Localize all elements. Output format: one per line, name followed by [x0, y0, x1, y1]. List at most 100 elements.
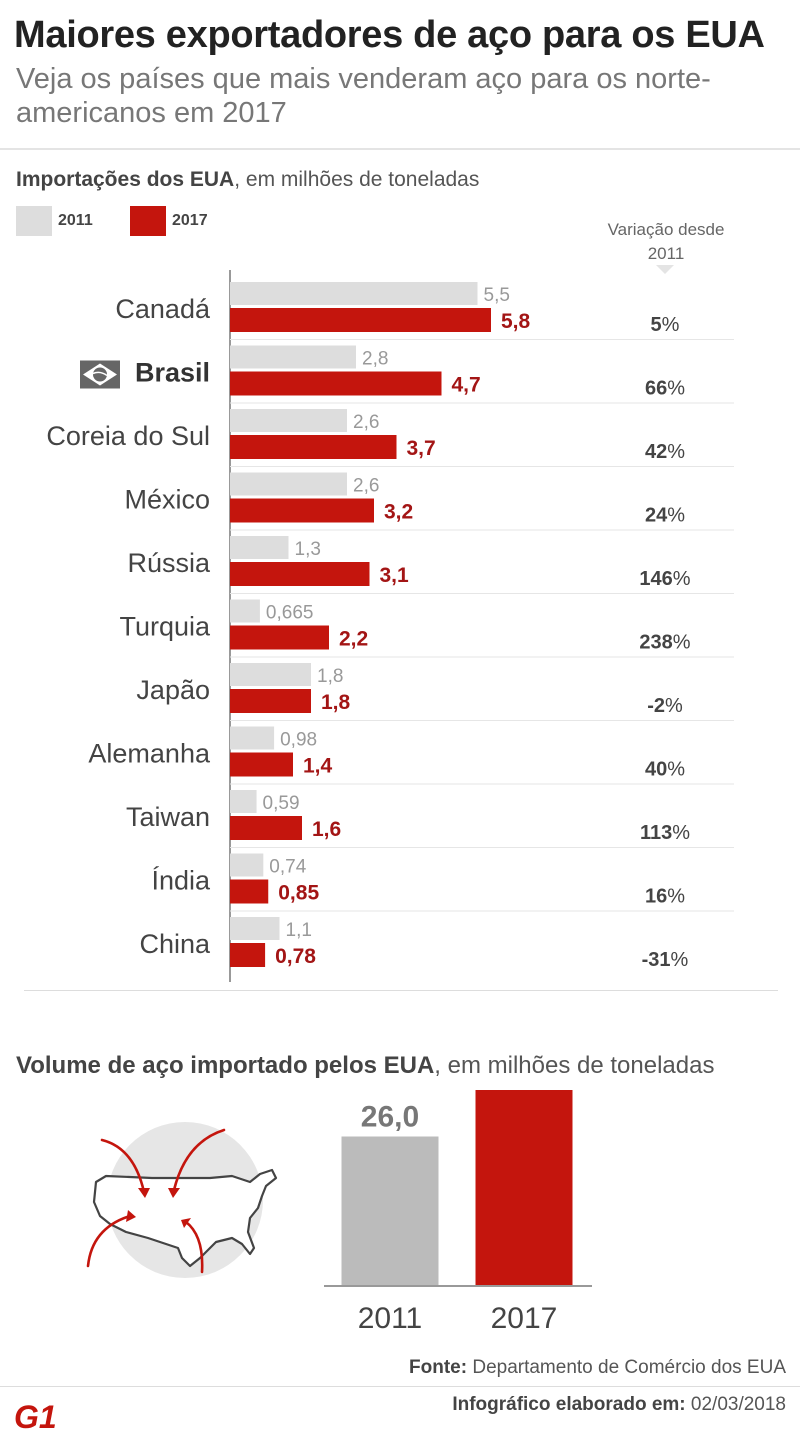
bar-2011-taiwan — [230, 790, 257, 813]
country-taiwan: Taiwan — [126, 802, 210, 832]
variation-alemanha: 40% — [645, 759, 685, 781]
g1-logo-text: G1 — [14, 1400, 57, 1432]
country-russia: Rússia — [127, 548, 211, 578]
legend-label-2017: 2017 — [172, 212, 208, 229]
bar-2017-turquia — [230, 625, 329, 650]
label-2017-india: 0,85 — [278, 882, 319, 905]
bar-2011-brasil — [230, 345, 356, 369]
label-2011-japao: 1,8 — [317, 666, 343, 687]
bar-2011-mexico — [230, 472, 347, 496]
volume-year-2017: 2017 — [491, 1302, 558, 1335]
section1-title-bold: Importações dos EUA — [16, 168, 235, 191]
variation-coreia-do-sul: 42% — [645, 441, 685, 463]
legend-item-2017: 2017 — [130, 206, 208, 236]
volume-bar-chart: 26,0201135,92017 — [324, 1090, 592, 1335]
row-japao: 1,8 1,8 Japão -2% — [136, 663, 734, 721]
label-2017-russia: 3,1 — [380, 564, 410, 587]
variation-brasil: 66% — [645, 378, 685, 400]
bar-2017-china — [230, 943, 266, 967]
label-2011-turquia: 0,665 — [266, 603, 314, 624]
volume-bar-2011 — [341, 1136, 439, 1286]
bar-2011-japao — [230, 663, 311, 686]
label-2017-taiwan: 1,6 — [312, 818, 341, 841]
volume-year-2011: 2011 — [358, 1302, 423, 1335]
usa-outline — [92, 1168, 278, 1268]
section2-title: Volume de aço importado pelos EUA, em mi… — [16, 1052, 714, 1080]
label-2017-canada: 5,8 — [501, 310, 531, 333]
credit-note: Infográfico elaborado em: 02/03/2018 — [452, 1394, 786, 1416]
bar-2011-china — [230, 917, 280, 940]
label-2011-canada: 5,5 — [484, 285, 510, 306]
legend-item-2011: 2011 — [16, 206, 93, 236]
variation-japao: -2% — [647, 695, 683, 717]
country-coreia-do-sul: Coreia do Sul — [46, 421, 210, 451]
brazil-flag-icon — [80, 360, 120, 389]
label-2017-coreia-do-sul: 3,7 — [407, 437, 436, 460]
bar-2017-india — [230, 879, 269, 904]
bar-2017-russia — [230, 562, 370, 586]
source-note: Fonte: Departamento de Comércio dos EUA — [409, 1357, 786, 1379]
variation-china: -31% — [642, 949, 689, 971]
variation-header: Variação desde 2011 — [607, 220, 725, 263]
label-2011-alemanha: 0,98 — [280, 730, 317, 751]
row-mexico: 2,63,2 México 24% — [124, 472, 734, 531]
label-2017-brasil: 4,7 — [452, 374, 481, 397]
page-title: Maiores exportadores de aço para os EUA — [14, 14, 765, 56]
g1-logo: G1 — [14, 1400, 57, 1432]
label-2011-china: 1,1 — [286, 920, 312, 941]
source-label: Fonte: — [409, 1357, 468, 1378]
bar-2011-turquia — [230, 599, 260, 623]
row-taiwan: 0,59 1,6 Taiwan 113% — [126, 790, 734, 848]
variation-turquia: 238% — [639, 632, 690, 654]
country-mexico: México — [124, 485, 210, 515]
variation-header-pointer — [656, 265, 674, 274]
bar-2017-alemanha — [230, 752, 293, 777]
country-china: China — [139, 929, 211, 959]
country-brasil: Brasil — [135, 358, 210, 388]
country-turquia: Turquia — [119, 612, 211, 642]
divider — [24, 990, 778, 991]
country-india: Índia — [151, 866, 211, 896]
row-coreia-do-sul: 2,6 3,7 Coreia do Sul 42% — [46, 409, 734, 467]
label-2017-china: 0,78 — [275, 945, 316, 968]
bar-2017-mexico — [230, 498, 374, 523]
legend-swatch-2011 — [16, 206, 52, 236]
section2-title-rest: , em milhões de toneladas — [434, 1052, 715, 1079]
divider — [0, 148, 800, 150]
country-canada: Canadá — [115, 294, 211, 324]
label-2011-mexico: 2,6 — [353, 476, 379, 497]
bar-2011-russia — [230, 536, 289, 559]
bar-2011-alemanha — [230, 726, 275, 750]
variation-canada: 5% — [651, 314, 680, 336]
row-alemanha: 0,98 1,4 Alemanha 40% — [88, 726, 734, 785]
import-arrows — [86, 1128, 226, 1274]
divider — [0, 1386, 800, 1387]
label-2017-mexico: 3,2 — [384, 501, 413, 524]
volume-bar-2017 — [475, 1090, 573, 1286]
legend-label-2011: 2011 — [58, 212, 93, 229]
usa-map-arrows-icon — [86, 1122, 278, 1278]
bar-2011-coreia-do-sul — [230, 409, 347, 432]
bar-2017-coreia-do-sul — [230, 435, 397, 459]
bar-2017-japao — [230, 689, 311, 713]
credit-date: 02/03/2018 — [685, 1394, 786, 1415]
section1-title: Importações dos EUA, em milhões de tonel… — [16, 168, 479, 192]
variation-taiwan: 113% — [640, 822, 690, 844]
row-russia: 1,3 3,1 Rússia 146% — [127, 536, 734, 594]
credit-label: Infográfico elaborado em: — [452, 1394, 686, 1415]
label-2017-turquia: 2,2 — [339, 628, 368, 651]
source-text: Departamento de Comércio dos EUA — [467, 1357, 786, 1378]
label-2017-alemanha: 1,4 — [303, 755, 333, 778]
section1-title-rest: , em milhões de toneladas — [234, 168, 480, 191]
legend-swatch-2017 — [130, 206, 166, 236]
label-2011-taiwan: 0,59 — [263, 793, 300, 814]
row-china: 1,1 0,78 China -31% — [139, 917, 689, 971]
country-japao: Japão — [136, 675, 210, 705]
bar-2017-brasil — [230, 371, 442, 396]
label-2011-india: 0,74 — [269, 857, 306, 878]
page-subtitle: Veja os países que mais venderam aço par… — [16, 63, 711, 129]
volume-value-2011: 26,0 — [361, 1101, 419, 1134]
variation-mexico: 24% — [645, 505, 685, 527]
arrow-heads — [126, 1188, 191, 1228]
label-2017-japao: 1,8 — [321, 691, 351, 714]
